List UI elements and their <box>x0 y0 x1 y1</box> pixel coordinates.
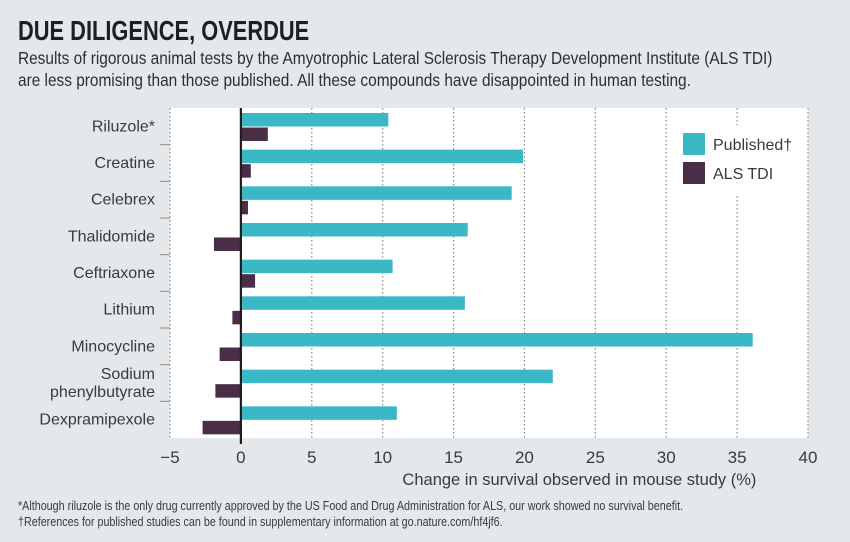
x-tick-label: 25 <box>586 448 605 467</box>
category-label: Thalidomide <box>68 228 155 245</box>
category-label: Riluzole* <box>92 118 155 135</box>
series-published <box>240 113 753 420</box>
bar-als_tdi <box>240 127 268 141</box>
category-label-line: Celebrex <box>91 192 155 209</box>
series-als_tdi <box>202 127 268 435</box>
subtitle-line: Results of rigorous animal tests by the … <box>18 48 773 68</box>
bar-als_tdi <box>213 237 241 251</box>
bar-published <box>240 369 553 384</box>
bars <box>202 113 753 435</box>
bar-als_tdi <box>240 164 251 178</box>
category-label: Lithium <box>103 302 155 319</box>
category-label-line: phenylbutyrate <box>50 384 155 401</box>
category-label: Minocycline <box>71 338 155 355</box>
category-label-line: Thalidomide <box>68 228 155 245</box>
category-label-line: Lithium <box>103 302 155 319</box>
x-tick-label: 35 <box>728 448 747 467</box>
x-axis-tick-labels: −5 0 5 10 15 20 25 30 35 40 <box>160 448 817 467</box>
x-tick-label: 20 <box>515 448 534 467</box>
x-tick-label: −5 <box>160 448 179 467</box>
bar-published <box>240 333 753 347</box>
chart-title: DUE DILIGENCE, OVERDUE <box>18 15 310 46</box>
bar-published <box>240 223 468 237</box>
x-tick-label: 15 <box>444 448 463 467</box>
x-tick-label: 30 <box>657 448 676 467</box>
bar-als_tdi <box>240 200 248 215</box>
chart-subtitle: Results of rigorous animal tests by the … <box>18 47 810 91</box>
bar-published <box>240 406 397 420</box>
category-label-line: Creatine <box>95 155 156 172</box>
category-label-line: Dexpramipexole <box>39 412 155 429</box>
category-label: Celebrex <box>91 192 155 209</box>
category-label-line: Minocycline <box>71 338 155 355</box>
category-label-line: Riluzole* <box>92 118 155 135</box>
bar-published <box>240 113 389 127</box>
footnotes: *Although riluzole is the only drug curr… <box>18 498 683 530</box>
bar-published <box>240 149 524 164</box>
legend: Published† ALS TDI <box>670 125 800 195</box>
legend-label-published: Published† <box>713 137 792 154</box>
x-tick-label: 10 <box>373 448 392 467</box>
footnote-riluzole: *Although riluzole is the only drug curr… <box>18 499 684 513</box>
bar-als_tdi <box>240 274 256 288</box>
category-label: Ceftriaxone <box>73 265 155 282</box>
category-ticks <box>160 144 170 402</box>
x-tick-label: 5 <box>307 448 316 467</box>
bar-published <box>240 296 465 310</box>
x-axis-title: Change in survival observed in mouse stu… <box>402 471 756 489</box>
bar-als_tdi <box>219 347 241 361</box>
category-label: Creatine <box>95 155 156 172</box>
x-tick-label: 0 <box>236 448 245 467</box>
category-labels: Riluzole* Creatine Celebrex Thalidomide Ceft… <box>39 118 155 428</box>
legend-swatch-published <box>683 133 705 155</box>
legend-label-als_tdi: ALS TDI <box>713 166 773 183</box>
bar-als_tdi <box>215 384 241 398</box>
category-label: Sodium phenylbutyrate <box>50 366 155 401</box>
category-label-line: Sodium <box>101 366 155 383</box>
bar-published <box>240 186 512 200</box>
bar-published <box>240 259 393 274</box>
legend-swatch-als_tdi <box>683 162 705 184</box>
category-label: Dexpramipexole <box>39 412 155 429</box>
bar-als_tdi <box>232 310 241 325</box>
footnote-references: †References for published studies can be… <box>18 515 503 529</box>
subtitle-line: are less promising than those published.… <box>18 70 691 90</box>
x-tick-label: 40 <box>799 448 818 467</box>
bar-als_tdi <box>202 420 241 435</box>
category-label-line: Ceftriaxone <box>73 265 155 282</box>
